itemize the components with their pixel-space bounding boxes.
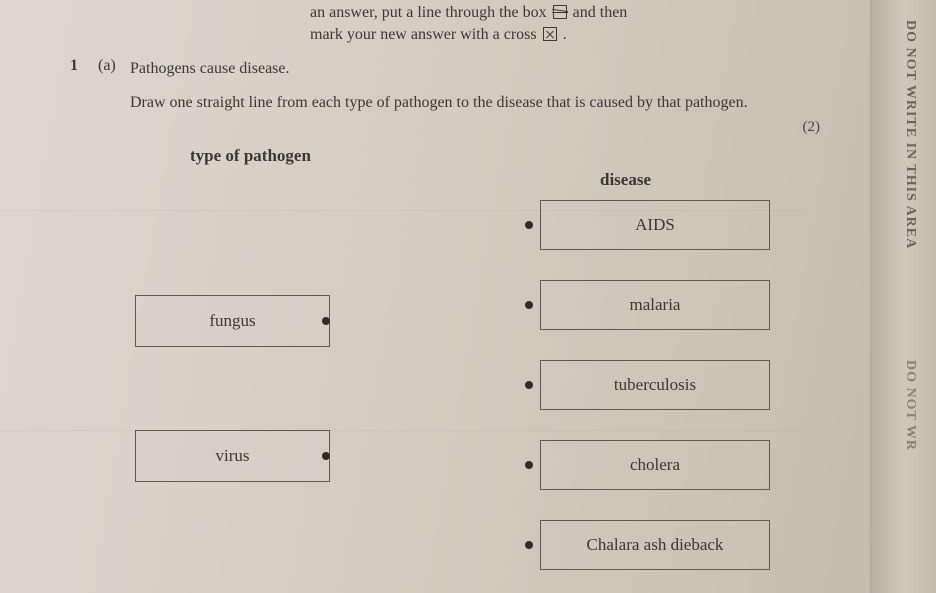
disease-label: AIDS (635, 215, 675, 235)
margin-warning-text: DO NOT WR (902, 360, 918, 451)
connector-dot-icon[interactable] (525, 221, 533, 229)
connector-dot-icon[interactable] (322, 317, 330, 325)
matching-diagram[interactable]: type of pathogen disease fungus virus AI… (70, 140, 830, 560)
disease-label: cholera (630, 455, 680, 475)
disease-box-malaria[interactable]: malaria (540, 280, 770, 330)
instruction-fragment: and then (573, 4, 628, 21)
change-answer-instruction: an answer, put a line through the box an… (70, 0, 830, 47)
do-not-write-margin: DO NOT WRITE IN THIS AREA DO NOT WR (870, 0, 936, 593)
instruction-fragment: an answer, put a line through the box (310, 4, 551, 21)
connector-dot-icon[interactable] (525, 301, 533, 309)
cross-box-icon (543, 27, 557, 41)
exam-page: an answer, put a line through the box an… (0, 0, 870, 593)
paper-crease (0, 430, 804, 431)
disease-box-cholera[interactable]: cholera (540, 440, 770, 490)
margin-warning-text: DO NOT WRITE IN THIS AREA (902, 20, 918, 249)
connector-dot-icon[interactable] (322, 452, 330, 460)
question-prompt-row: Draw one straight line from each type of… (70, 91, 830, 115)
question-part: (a) (98, 57, 130, 81)
column-header-pathogen: type of pathogen (190, 146, 311, 166)
question-stem: Pathogens cause disease. (130, 57, 830, 81)
paper-crease (0, 210, 804, 211)
disease-label: Chalara ash dieback (587, 535, 724, 555)
question-stem-row: 1 (a) Pathogens cause disease. (70, 57, 830, 81)
connector-dot-icon[interactable] (525, 381, 533, 389)
connector-dot-icon[interactable] (525, 461, 533, 469)
question-prompt: Draw one straight line from each type of… (130, 91, 830, 115)
disease-box-chalara[interactable]: Chalara ash dieback (540, 520, 770, 570)
struck-box-icon (553, 5, 567, 19)
connector-dot-icon[interactable] (525, 541, 533, 549)
pathogen-label: virus (216, 446, 250, 466)
marks-available: (2) (70, 119, 830, 136)
pathogen-label: fungus (209, 311, 255, 331)
column-header-disease: disease (600, 170, 651, 190)
disease-box-tuberculosis[interactable]: tuberculosis (540, 360, 770, 410)
pathogen-box-virus[interactable]: virus (135, 430, 330, 482)
pathogen-box-fungus[interactable]: fungus (135, 295, 330, 347)
disease-box-aids[interactable]: AIDS (540, 200, 770, 250)
question-number: 1 (70, 57, 98, 81)
disease-label: malaria (630, 295, 681, 315)
instruction-fragment: . (563, 26, 567, 43)
instruction-fragment: mark your new answer with a cross (310, 26, 541, 43)
disease-label: tuberculosis (614, 375, 696, 395)
